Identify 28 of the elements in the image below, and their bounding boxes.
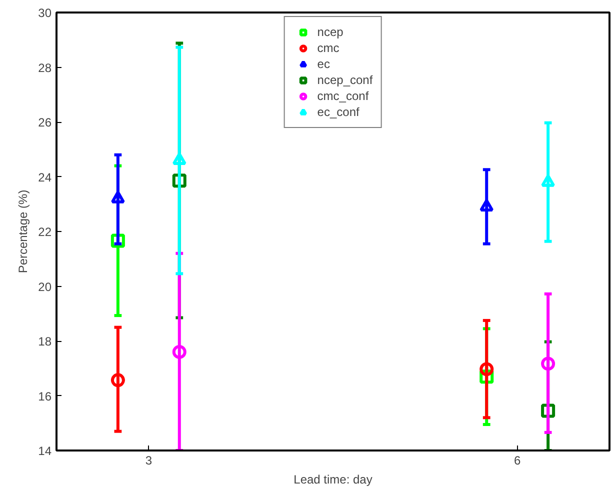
y-tick-label: 14 xyxy=(38,444,52,458)
x-tick-label: 6 xyxy=(514,454,521,468)
point xyxy=(541,174,556,187)
point xyxy=(110,373,125,388)
y-tick-label: 22 xyxy=(38,225,52,239)
legend-label: ncep xyxy=(317,25,344,39)
y-tick-label: 24 xyxy=(38,170,52,184)
legend-label: ec_conf xyxy=(317,105,360,119)
point xyxy=(480,199,494,212)
point xyxy=(172,344,186,359)
point xyxy=(480,362,494,376)
legend-label: ec xyxy=(317,57,331,71)
legend-label: cmc_conf xyxy=(317,89,369,103)
y-tick-label: 18 xyxy=(38,334,52,348)
x-tick-label: 3 xyxy=(145,454,152,468)
point xyxy=(110,190,125,204)
y-tick-label: 30 xyxy=(38,6,52,20)
y-tick-label: 20 xyxy=(38,280,52,294)
legend-label: cmc xyxy=(317,41,340,55)
point xyxy=(172,152,186,165)
y-axis-title: Percentage (%) xyxy=(16,190,30,274)
legend-label: ncep_conf xyxy=(317,73,373,87)
point xyxy=(110,234,125,248)
y-tick-label: 28 xyxy=(38,60,52,75)
x-axis-title: Lead time: day xyxy=(294,472,372,486)
point xyxy=(541,356,556,371)
y-tick-label: 26 xyxy=(38,116,52,130)
y-tick-label: 16 xyxy=(38,389,52,404)
